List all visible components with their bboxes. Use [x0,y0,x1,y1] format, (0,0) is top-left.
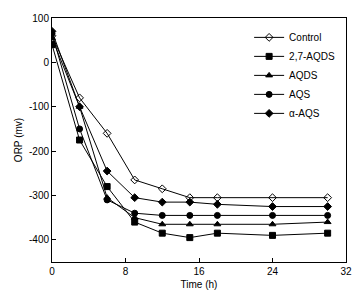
svg-text:AQS: AQS [289,89,310,100]
svg-text:2,7-AQDS: 2,7-AQDS [289,51,335,62]
svg-text:24: 24 [267,266,279,277]
svg-text:0: 0 [43,57,49,68]
svg-text:ORP (mv): ORP (mv) [13,118,24,162]
svg-text:0: 0 [49,266,55,277]
svg-text:AQDS: AQDS [289,70,318,81]
svg-text:α-AQS: α-AQS [289,108,320,119]
svg-text:-200: -200 [29,146,49,157]
svg-text:-100: -100 [29,101,49,112]
svg-text:32: 32 [340,266,352,277]
svg-text:100: 100 [32,13,49,24]
svg-text:-300: -300 [29,190,49,201]
svg-text:16: 16 [193,266,205,277]
svg-text:-400: -400 [29,234,49,245]
svg-text:Time (h): Time (h) [181,279,218,290]
svg-text:Control: Control [289,32,321,43]
svg-text:8: 8 [123,266,129,277]
